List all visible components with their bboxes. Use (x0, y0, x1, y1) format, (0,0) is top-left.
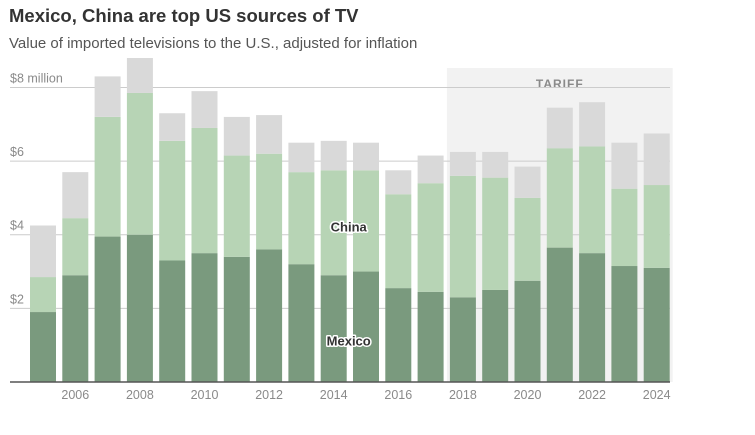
y-tick-label: $4 (10, 219, 24, 233)
bar-china-2022 (579, 146, 606, 254)
bar-other-2008 (126, 58, 153, 93)
x-tick-label: 2014 (320, 388, 348, 402)
bar-other-2018 (449, 151, 476, 176)
bar-china-2009 (159, 140, 186, 261)
series-label-mexico: Mexico (327, 334, 371, 349)
x-tick-label: 2024 (643, 388, 671, 402)
bar-layer (30, 58, 670, 382)
bar-mexico-2009 (159, 260, 186, 382)
chart-title: Mexico, China are top US sources of TV (9, 5, 359, 26)
bar-mexico-2014 (320, 275, 347, 382)
bar-mexico-2006 (62, 275, 89, 382)
bar-mexico-2017 (417, 291, 444, 382)
bar-other-2005 (30, 225, 56, 278)
bar-other-2015 (353, 142, 379, 171)
y-tick-label: $6 (10, 145, 24, 159)
x-tick-label: 2008 (126, 388, 154, 402)
bar-mexico-2005 (30, 312, 56, 382)
series-label-china: China (331, 219, 368, 234)
bar-china-2021 (546, 148, 573, 248)
bar-other-2010 (191, 91, 218, 128)
bar-other-2012 (256, 115, 283, 154)
bar-mexico-2010 (191, 253, 218, 382)
bar-mexico-2007 (94, 236, 121, 382)
x-tick-label: 2022 (578, 388, 606, 402)
bar-other-2017 (417, 155, 444, 184)
bar-other-2020 (514, 166, 541, 198)
bar-china-2016 (385, 194, 412, 289)
x-tick-label: 2016 (384, 388, 412, 402)
x-tick-label: 2020 (514, 388, 542, 402)
bar-other-2013 (288, 142, 315, 173)
bar-china-2024 (643, 185, 670, 268)
bar-other-2021 (546, 107, 573, 149)
bar-china-2020 (514, 197, 541, 281)
bar-china-2006 (62, 218, 89, 276)
bar-other-2009 (159, 113, 186, 141)
bar-other-2024 (643, 133, 670, 186)
bar-china-2019 (482, 177, 509, 290)
bar-other-2023 (611, 142, 638, 189)
bar-mexico-2016 (385, 288, 412, 382)
bar-china-2012 (256, 153, 283, 250)
bar-china-2005 (30, 277, 56, 313)
x-tick-label: 2010 (191, 388, 219, 402)
bar-other-2016 (385, 170, 412, 195)
bar-mexico-2024 (643, 267, 670, 382)
bar-other-2022 (579, 102, 606, 147)
bar-china-2017 (417, 183, 444, 292)
bar-other-2006 (62, 172, 89, 219)
bar-china-2013 (288, 172, 315, 265)
bar-china-2010 (191, 127, 218, 254)
bar-mexico-2008 (126, 234, 153, 382)
bar-mexico-2023 (611, 266, 638, 382)
bar-china-2014 (320, 170, 347, 276)
y-tick-label: $8 million (10, 71, 63, 85)
y-tick-label: $2 (10, 292, 24, 306)
bar-mexico-2022 (579, 253, 606, 382)
bar-mexico-2020 (514, 280, 541, 382)
x-tick-label: 2006 (61, 388, 89, 402)
bar-mexico-2015 (353, 271, 379, 382)
bar-other-2007 (94, 76, 121, 117)
x-tick-label: 2018 (449, 388, 477, 402)
bar-mexico-2019 (482, 289, 509, 382)
bar-china-2007 (94, 116, 121, 237)
bar-china-2018 (449, 175, 476, 298)
bar-china-2023 (611, 188, 638, 267)
bar-china-2008 (126, 92, 153, 235)
bar-other-2011 (223, 116, 250, 156)
bar-china-2015 (353, 170, 379, 272)
bar-other-2019 (482, 151, 509, 178)
bar-mexico-2011 (223, 256, 250, 382)
bar-other-2014 (320, 140, 347, 171)
bar-mexico-2018 (449, 297, 476, 382)
bar-mexico-2021 (546, 247, 573, 382)
axis-layer: 2006 2008 2010 2012 2014 2016 2018 2020 2022 2024 (10, 381, 671, 402)
chart-subtitle: Value of imported televisions to the U.S… (9, 35, 418, 52)
x-tick-label: 2012 (255, 388, 283, 402)
bar-mexico-2013 (288, 264, 315, 382)
bar-mexico-2012 (256, 249, 283, 382)
bar-china-2011 (223, 155, 250, 257)
label-layer: China Mexico (325, 218, 372, 350)
tariff-label: TARIFF (536, 77, 584, 91)
